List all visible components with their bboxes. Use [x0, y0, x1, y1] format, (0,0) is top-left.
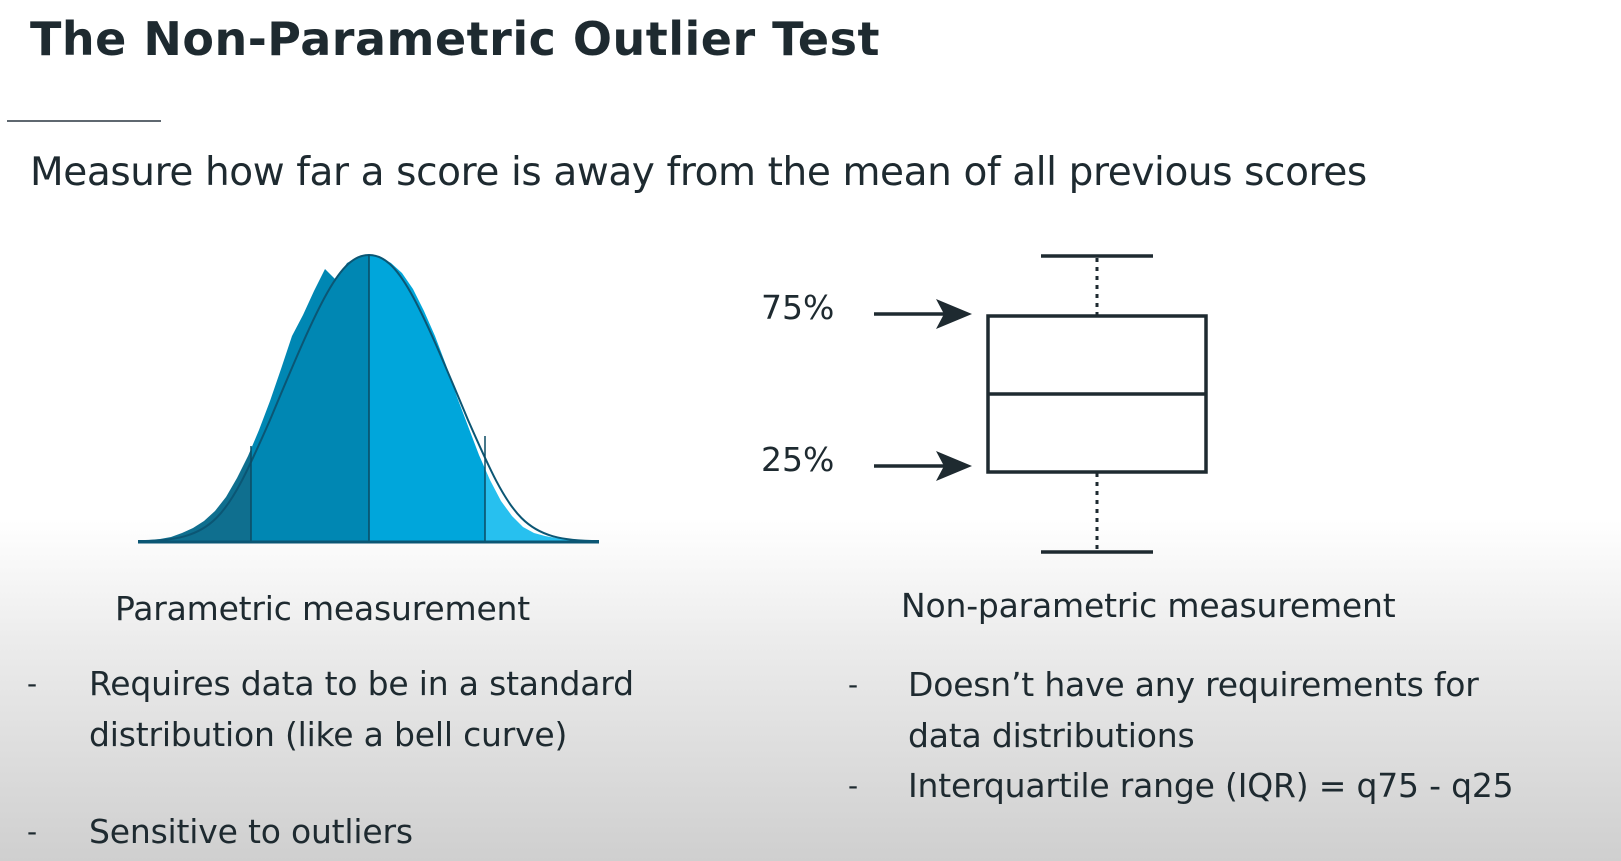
bell-curve	[137, 253, 600, 544]
bell-section-left-tail	[138, 255, 251, 541]
bullet-line: distribution (like a bell curve)	[89, 715, 568, 754]
bell-section-right-tail	[485, 255, 599, 541]
title-divider	[7, 120, 161, 122]
bullet-line: Interquartile range (IQR) = q75 - q25	[908, 766, 1514, 805]
bullet-marker: -	[27, 815, 38, 848]
label-25-percent: 25%	[761, 440, 835, 479]
bell-section-right-center	[369, 255, 485, 541]
slide-subtitle: Measure how far a score is away from the…	[30, 150, 1367, 195]
parametric-caption: Parametric measurement	[115, 589, 531, 628]
box-plot	[874, 254, 1208, 554]
bell-section-left-center	[251, 255, 369, 541]
label-75-percent: 75%	[761, 288, 835, 327]
bullet-marker: -	[848, 769, 859, 802]
bullet-marker: -	[27, 667, 38, 700]
bullet-line: data distributions	[908, 716, 1195, 755]
bullet-line: Doesn’t have any requirements for	[908, 665, 1479, 704]
bullet-line: Sensitive to outliers	[89, 812, 413, 851]
arrow-75	[874, 299, 972, 329]
slide-title: The Non-Parametric Outlier Test	[30, 12, 880, 66]
bullet-line: Requires data to be in a standard	[89, 664, 634, 703]
nonparametric-caption: Non-parametric measurement	[901, 586, 1396, 625]
arrow-25	[874, 451, 972, 481]
bullet-marker: -	[848, 668, 859, 701]
